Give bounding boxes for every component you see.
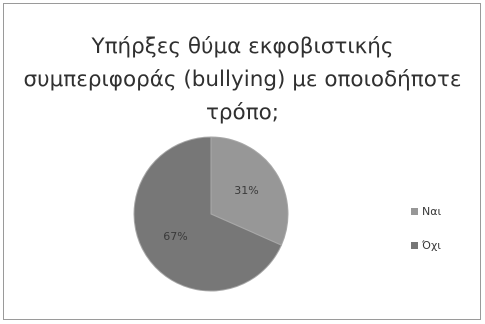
chart-title-line-2: συμπεριφοράς (bullying) με οποιοδήποτε: [23, 67, 462, 92]
pie-label-no: 67%: [163, 230, 187, 243]
legend-swatch-no: [411, 241, 418, 249]
chart-title-line-1: Υπήρξες θύμα εκφοβιστικής: [91, 34, 394, 59]
chart-legend: Ναι Όχι: [411, 205, 441, 273]
legend-label-yes: Ναι: [422, 204, 442, 218]
chart-title-line-3: τρόπο;: [205, 100, 280, 125]
legend-item-yes: Ναι: [411, 204, 442, 218]
legend-item-no: Όχι: [411, 238, 442, 252]
pie-slice-yes: [210, 136, 289, 246]
chart-title: Υπήρξες θύμα εκφοβιστικής συμπεριφοράς (…: [0, 30, 485, 129]
legend-swatch-yes: [411, 207, 418, 215]
pie-label-yes: 31%: [234, 184, 258, 197]
pie-slice-no: [133, 136, 283, 292]
legend-label-no: Όχι: [422, 238, 442, 252]
